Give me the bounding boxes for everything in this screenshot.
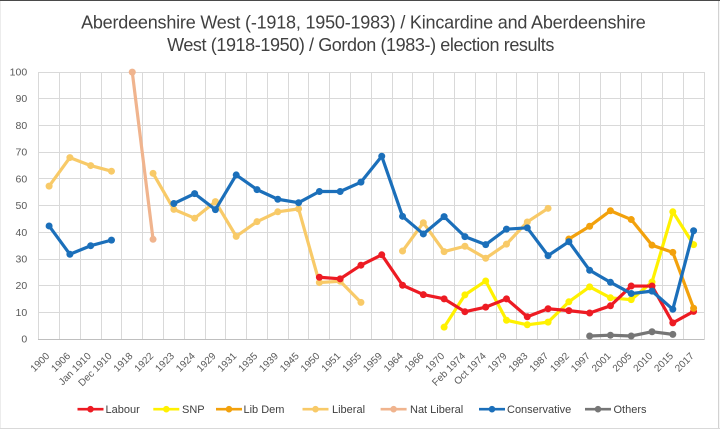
svg-text:70: 70 — [16, 147, 28, 159]
svg-text:Lib Dem: Lib Dem — [244, 404, 285, 416]
svg-text:30: 30 — [16, 254, 28, 266]
svg-text:Labour: Labour — [106, 404, 141, 416]
svg-text:50: 50 — [16, 200, 28, 212]
svg-text:10: 10 — [16, 307, 28, 319]
svg-text:Conservative: Conservative — [507, 404, 571, 416]
svg-text:90: 90 — [16, 93, 28, 105]
svg-text:Others: Others — [614, 404, 648, 416]
svg-text:Nat Liberal: Nat Liberal — [410, 404, 463, 416]
svg-text:20: 20 — [16, 280, 28, 292]
svg-text:SNP: SNP — [182, 404, 205, 416]
svg-text:60: 60 — [16, 173, 28, 185]
svg-text:Aberdeenshire West (-1918, 195: Aberdeenshire West (-1918, 1950-1983) / … — [81, 13, 646, 33]
svg-text:0: 0 — [21, 334, 27, 346]
svg-text:100: 100 — [10, 67, 28, 79]
svg-text:West (1918-1950) / Gordon (198: West (1918-1950) / Gordon (1983-) electi… — [167, 35, 554, 55]
svg-text:40: 40 — [16, 227, 28, 239]
svg-text:Liberal: Liberal — [332, 404, 365, 416]
svg-text:80: 80 — [16, 120, 28, 132]
